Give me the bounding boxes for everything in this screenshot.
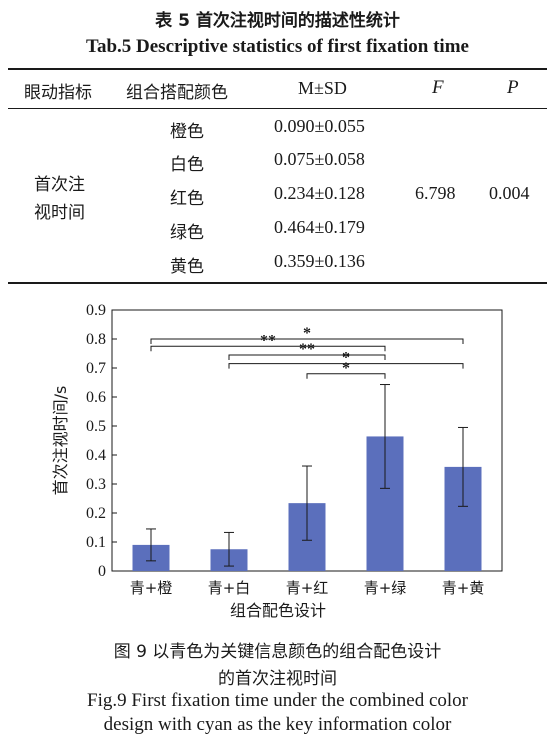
significance-bracket	[228, 354, 386, 360]
row-msd: 0.075±0.058	[274, 149, 365, 169]
row-color: 黄色	[170, 257, 204, 277]
y-tick-label: 0.4	[86, 447, 106, 464]
x-tick-label: 青+白	[208, 579, 251, 597]
figure-caption-en-line2: design with cyan as the key information …	[103, 714, 452, 735]
significance-label: **	[260, 332, 276, 349]
table-caption-zh: 表 5 首次注视时间的描述性统计	[155, 11, 400, 31]
y-tick-label: 0	[98, 563, 106, 580]
y-tick-label: 0.9	[86, 302, 106, 319]
table-top-rule	[8, 68, 547, 70]
metric-label-line1: 首次注	[34, 175, 85, 195]
x-tick-label: 青+绿	[364, 579, 407, 597]
y-tick-label: 0.5	[86, 418, 106, 435]
y-axis-title: 首次注视时间/s	[51, 386, 70, 496]
significance-label: **	[299, 341, 315, 358]
figure-caption-en-line1: Fig.9 First fixation time under the comb…	[87, 690, 468, 711]
row-msd: 0.359±0.136	[274, 251, 365, 271]
p-value: 0.004	[489, 183, 530, 203]
row-msd: 0.464±0.179	[274, 217, 365, 237]
significance-bracket	[150, 338, 464, 344]
y-tick-label: 0.1	[86, 534, 106, 551]
x-tick-label: 青+红	[286, 579, 329, 597]
header-metric: 眼动指标	[24, 83, 92, 103]
header-f: F	[432, 77, 444, 98]
significance-bracket	[228, 363, 464, 369]
table-bottom-rule	[8, 282, 547, 284]
figure-caption-zh-line2: 的首次注视时间	[218, 669, 337, 689]
y-tick-label: 0.7	[86, 360, 106, 377]
header-p: P	[507, 77, 519, 98]
significance-label: *	[303, 325, 311, 342]
header-msd: M±SD	[298, 78, 347, 98]
x-tick-label: 青+黄	[442, 579, 485, 597]
y-tick-label: 0.3	[86, 476, 106, 493]
row-color: 红色	[170, 189, 204, 209]
row-color: 白色	[170, 155, 204, 175]
row-msd: 0.234±0.128	[274, 183, 365, 203]
x-axis-title: 组合配色设计	[230, 601, 326, 620]
bar-chart: 0 0.1 0.2 0.3 0.4 0.5 0.6 0.7 0.8 0.9 青+橙 青+白 青+红 青+绿…	[51, 302, 503, 620]
header-color-combo: 组合搭配颜色	[126, 83, 228, 103]
figure-caption-zh-line1: 图 9 以青色为关键信息颜色的组合配色设计	[113, 642, 442, 662]
y-tick-label: 0.6	[86, 389, 106, 406]
row-color: 绿色	[170, 223, 204, 243]
y-tick-label: 0.8	[86, 331, 106, 348]
table-caption-en: Tab.5 Descriptive statistics of first fi…	[86, 36, 469, 57]
significance-label: *	[342, 350, 350, 367]
significance-label: *	[342, 360, 350, 377]
significance-bracket	[150, 345, 386, 352]
table-header-rule	[8, 108, 547, 109]
f-value: 6.798	[415, 183, 456, 203]
y-tick-label: 0.2	[86, 505, 106, 522]
row-msd: 0.090±0.055	[274, 116, 365, 136]
row-color: 橙色	[170, 122, 204, 142]
significance-bracket	[306, 373, 386, 379]
metric-label-line2: 视时间	[34, 203, 85, 223]
x-tick-label: 青+橙	[130, 579, 173, 597]
